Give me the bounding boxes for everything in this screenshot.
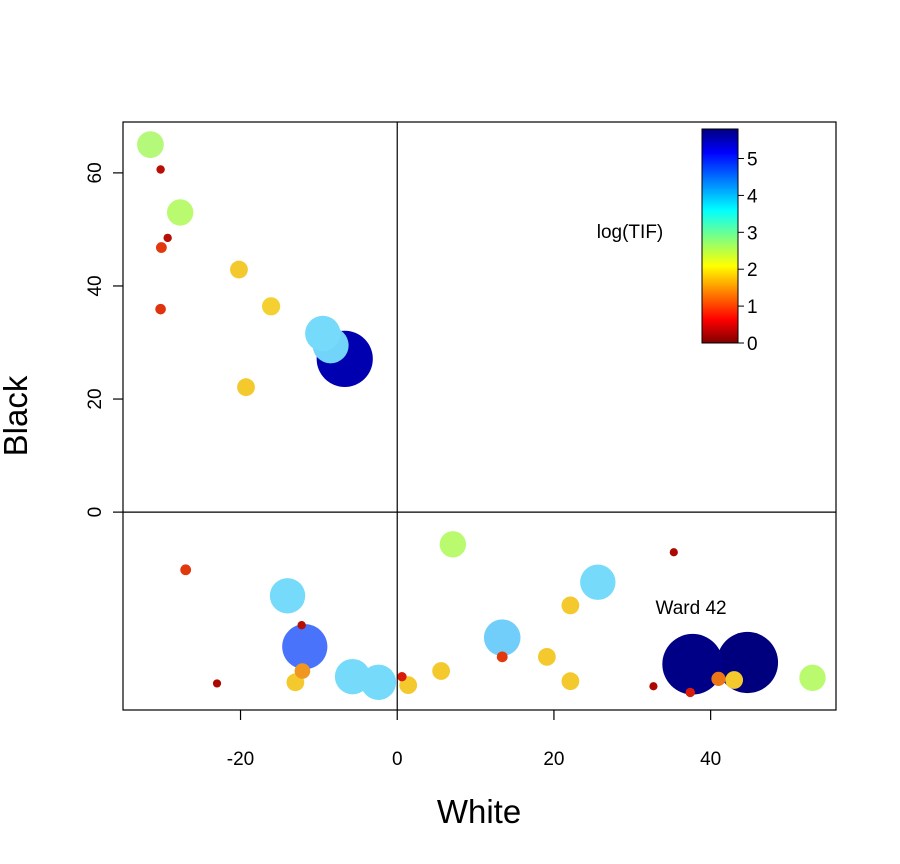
data-point (282, 624, 328, 670)
y-axis: 0 20 40 60 (85, 162, 123, 517)
data-point (212, 679, 222, 688)
data-point (716, 631, 779, 694)
data-point (297, 620, 306, 630)
data-point (580, 564, 616, 600)
colorbar-tick-label: 0 (747, 334, 758, 355)
data-point (163, 233, 172, 243)
colorbar: 0 1 2 3 4 5 (701, 128, 758, 355)
data-point (261, 297, 281, 316)
x-tick-label: 40 (700, 749, 721, 770)
colorbar-tick-label: 2 (747, 260, 758, 281)
data-point (537, 647, 556, 666)
y-tick-label: 20 (85, 388, 106, 409)
data-point (483, 619, 521, 656)
data-point (439, 531, 467, 558)
data-point (649, 682, 658, 691)
data-point (685, 687, 695, 698)
x-axis-title: White (437, 793, 521, 830)
colorbar-tick-label: 5 (747, 150, 758, 171)
colorbar-tick-label: 3 (747, 223, 758, 244)
annotation-label: Ward 42 (655, 598, 726, 619)
data-point (156, 165, 165, 174)
data-point (230, 260, 248, 279)
y-tick-label: 60 (85, 162, 106, 183)
data-point (711, 671, 726, 687)
data-point (432, 662, 451, 680)
colorbar-title: log(TIF) (597, 222, 664, 243)
data-point (561, 596, 580, 615)
annotations: Ward 42 (655, 598, 726, 619)
data-point (305, 315, 341, 352)
data-point (155, 303, 166, 315)
colorbar-tick-label: 4 (747, 186, 758, 207)
colorbar-tick-label: 1 (747, 297, 758, 318)
data-point (155, 242, 167, 253)
data-point (669, 548, 678, 557)
x-axis: -20 0 20 40 (227, 710, 721, 770)
y-tick-label: 0 (85, 507, 106, 518)
colorbar-ticks: 0 1 2 3 4 5 (738, 150, 758, 355)
plot-frame (122, 121, 837, 711)
data-point (662, 633, 723, 695)
data-point (561, 672, 580, 691)
data-point (180, 564, 192, 576)
data-point (137, 131, 164, 159)
data-point (496, 651, 508, 663)
data-point (294, 663, 311, 679)
y-tick-label: 40 (85, 275, 106, 296)
x-tick-label: 0 (392, 749, 403, 770)
data-point (799, 664, 826, 691)
data-point (166, 199, 194, 226)
colorbar-gradient (701, 128, 739, 344)
y-axis-title: Black (0, 375, 34, 456)
data-point (269, 578, 306, 614)
x-tick-label: 20 (543, 749, 564, 770)
data-point (237, 378, 255, 397)
data-point (397, 671, 407, 682)
data-points (137, 131, 826, 700)
data-point (360, 664, 397, 700)
x-tick-label: -20 (227, 749, 254, 770)
data-point (725, 671, 744, 689)
